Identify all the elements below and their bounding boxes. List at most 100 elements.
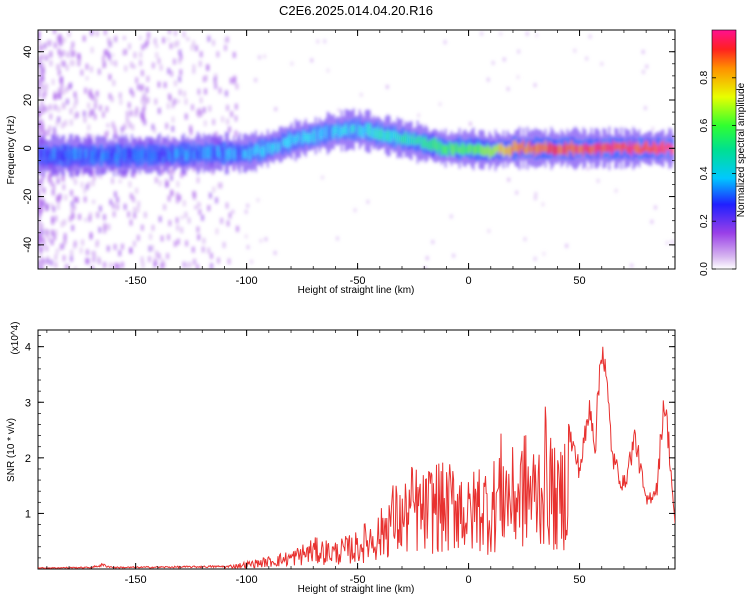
ridge-core bbox=[353, 124, 355, 133]
noise-mark bbox=[57, 92, 61, 97]
ridge-core bbox=[666, 142, 669, 151]
ridge-core bbox=[518, 143, 521, 155]
noise-mark bbox=[113, 263, 117, 269]
ridge-core bbox=[510, 146, 513, 156]
ridge-core bbox=[331, 127, 333, 136]
ridge-core bbox=[424, 136, 427, 147]
noise-mark bbox=[172, 58, 176, 65]
noise-mark bbox=[88, 215, 92, 222]
ridge-core bbox=[247, 145, 249, 156]
ridge-core bbox=[237, 147, 239, 155]
noise-mark bbox=[39, 79, 43, 86]
ridge-core bbox=[219, 151, 221, 159]
noise-mark bbox=[51, 230, 55, 237]
noise-mark bbox=[40, 205, 44, 212]
noise-mark bbox=[197, 88, 201, 95]
noise-mark bbox=[142, 103, 146, 110]
ridge-core bbox=[173, 150, 175, 163]
noise-mark bbox=[141, 113, 145, 120]
noise-mark bbox=[641, 69, 645, 74]
snr-line bbox=[38, 346, 675, 569]
ridge-core bbox=[550, 143, 553, 153]
noise-mark bbox=[166, 253, 170, 260]
noise-mark bbox=[596, 178, 600, 183]
noise-mark bbox=[173, 30, 177, 37]
ridge-core bbox=[241, 148, 243, 161]
noise-mark bbox=[131, 124, 135, 131]
ridge-core bbox=[41, 149, 43, 158]
ridge-core bbox=[582, 145, 585, 156]
ridge-core bbox=[540, 143, 543, 152]
noise-mark bbox=[151, 151, 155, 158]
noise-mark bbox=[94, 97, 98, 104]
noise-mark bbox=[62, 240, 66, 247]
noise-mark bbox=[449, 214, 453, 219]
noise-mark bbox=[39, 199, 43, 206]
noise-mark bbox=[58, 34, 62, 41]
noise-mark bbox=[82, 110, 86, 117]
noise-mark bbox=[160, 262, 164, 269]
ridge-core bbox=[245, 150, 247, 158]
noise-mark bbox=[480, 31, 484, 36]
noise-mark bbox=[43, 89, 47, 96]
ridge-core bbox=[598, 141, 601, 151]
noise-mark bbox=[171, 102, 175, 109]
noise-mark bbox=[41, 123, 45, 130]
noise-mark bbox=[452, 253, 456, 258]
noise-mark bbox=[186, 37, 190, 42]
ridge-core bbox=[223, 148, 225, 161]
noise-mark bbox=[64, 120, 68, 127]
ridge-core bbox=[239, 148, 241, 156]
ridge-core bbox=[380, 127, 383, 139]
noise-mark bbox=[215, 197, 219, 204]
noise-mark bbox=[38, 180, 41, 187]
spectrogram-y-axis-label: Frequency (Hz) bbox=[6, 116, 17, 185]
noise-mark bbox=[113, 130, 117, 137]
noise-mark bbox=[214, 131, 218, 138]
noise-mark bbox=[166, 37, 170, 42]
noise-mark bbox=[565, 243, 569, 248]
noise-mark bbox=[120, 261, 124, 268]
ridge-core bbox=[452, 144, 455, 157]
ridge-core bbox=[253, 147, 255, 156]
ridge-core bbox=[472, 145, 475, 156]
ridge-core bbox=[586, 145, 589, 154]
ridge-core bbox=[175, 149, 177, 158]
noise-mark bbox=[135, 77, 139, 84]
noise-mark bbox=[316, 39, 320, 44]
ridge-core bbox=[311, 133, 313, 141]
noise-mark bbox=[89, 88, 93, 95]
noise-mark bbox=[155, 250, 159, 257]
noise-mark bbox=[124, 48, 128, 55]
ridge-core bbox=[243, 150, 245, 159]
noise-mark bbox=[117, 263, 121, 269]
noise-mark bbox=[203, 120, 207, 127]
noise-mark bbox=[38, 111, 40, 118]
noise-mark bbox=[114, 133, 118, 140]
noise-mark bbox=[170, 136, 174, 143]
x-tick-label: 0 bbox=[466, 275, 472, 287]
noise-mark bbox=[207, 247, 211, 254]
noise-mark bbox=[122, 172, 126, 179]
noise-mark bbox=[192, 64, 196, 71]
ridge-core bbox=[414, 137, 417, 146]
noise-mark bbox=[486, 77, 490, 82]
noise-mark bbox=[257, 55, 261, 60]
noise-mark bbox=[110, 60, 114, 65]
noise-mark bbox=[105, 158, 109, 165]
noise-mark bbox=[140, 84, 144, 91]
noise-mark bbox=[158, 180, 162, 187]
ridge-core bbox=[494, 145, 497, 154]
noise-mark bbox=[192, 40, 196, 47]
noise-mark bbox=[499, 31, 503, 36]
ridge-core bbox=[165, 151, 167, 162]
noise-mark bbox=[163, 81, 167, 88]
ridge-core bbox=[363, 127, 365, 139]
noise-mark bbox=[214, 73, 218, 80]
noise-mark bbox=[131, 91, 135, 98]
ridge-core bbox=[646, 141, 649, 152]
x-tick-label: 50 bbox=[573, 275, 585, 287]
noise-mark bbox=[89, 137, 93, 144]
noise-mark bbox=[140, 224, 144, 231]
noise-mark bbox=[141, 44, 145, 51]
